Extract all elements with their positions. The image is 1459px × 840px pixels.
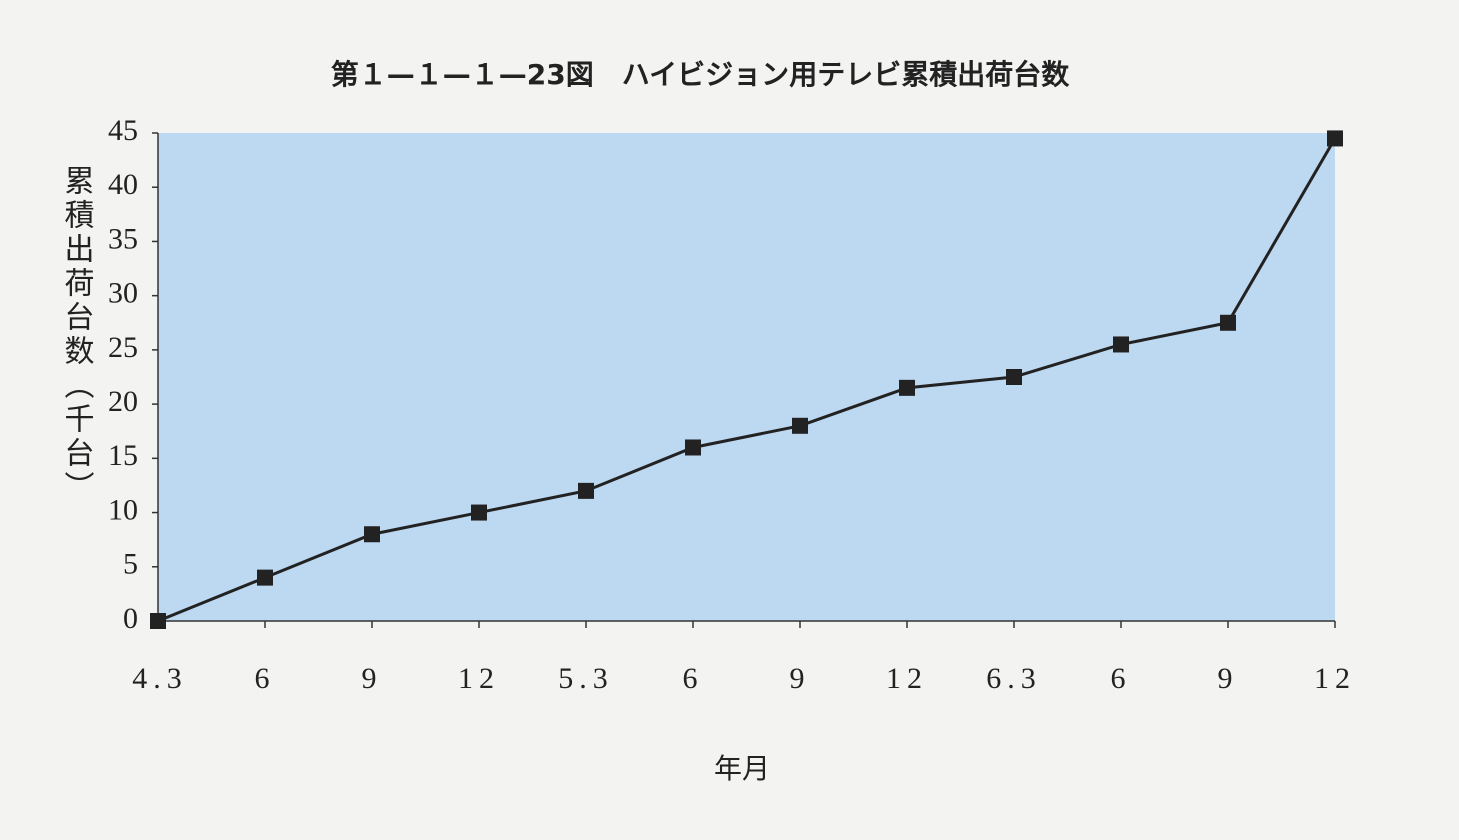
- y-axis-title: 累積出荷台数（千台）: [59, 165, 95, 505]
- plot-area: [158, 133, 1335, 621]
- x-tick-label: 6: [1111, 662, 1132, 695]
- data-point: [1113, 336, 1129, 353]
- y-tick-label: 10: [108, 493, 138, 526]
- x-tick-label: 12: [886, 662, 928, 695]
- data-point: [685, 439, 701, 456]
- data-point: [578, 482, 594, 499]
- chart-title: 第１—１—１—23図 ハイビジョン用テレビ累積出荷台数: [331, 58, 1070, 91]
- x-tick-label: 6: [255, 662, 276, 695]
- y-tick-label: 35: [108, 222, 138, 255]
- data-point: [899, 379, 915, 396]
- data-point: [1220, 314, 1236, 331]
- data-point: [364, 526, 380, 543]
- x-tick-label: 6: [683, 662, 704, 695]
- y-tick-label: 30: [108, 277, 138, 310]
- x-tick-label: 12: [1314, 662, 1356, 695]
- data-point: [150, 613, 166, 629]
- y-tick-label: 45: [108, 114, 138, 147]
- x-tick-label: 12: [458, 662, 500, 695]
- y-tick-label: 25: [108, 331, 138, 364]
- data-point: [257, 569, 273, 586]
- x-tick-label: 4.3: [132, 662, 188, 695]
- x-tick-label: 6.3: [986, 662, 1042, 695]
- x-axis-title: 年月: [714, 752, 770, 785]
- y-tick-label: 15: [108, 439, 138, 472]
- y-tick-label: 5: [123, 548, 138, 581]
- data-point: [471, 504, 487, 521]
- data-point: [792, 417, 808, 434]
- data-line: [157, 137, 1337, 623]
- data-point: [1006, 369, 1022, 385]
- data-point: [1327, 130, 1343, 147]
- x-tick-label: 9: [790, 662, 811, 695]
- y-tick-label: 0: [123, 602, 138, 635]
- x-tick-label: 5.3: [558, 662, 614, 695]
- x-tick-label: 9: [1218, 662, 1239, 695]
- y-tick-label: 40: [108, 168, 138, 201]
- x-tick-label: 9: [362, 662, 383, 695]
- y-tick-label: 20: [108, 385, 138, 418]
